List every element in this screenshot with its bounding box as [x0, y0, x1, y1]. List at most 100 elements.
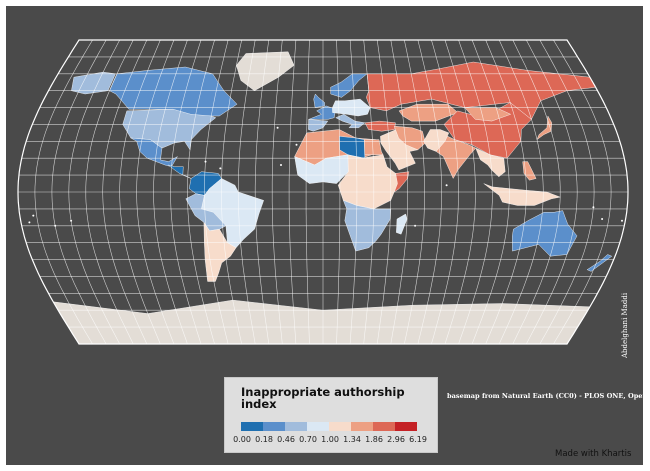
country-iberia-france: [308, 105, 336, 120]
graticule-meridian: [498, 40, 544, 344]
graticule-meridian: [458, 40, 493, 344]
country-mexico: [130, 137, 179, 167]
graticule-meridian: [376, 40, 392, 344]
graticule-meridian: [539, 40, 595, 344]
graticule-meridian: [136, 40, 175, 344]
graticule-meridian: [68, 40, 120, 344]
world-map: [17, 39, 629, 345]
graticule-meridian: [85, 40, 134, 344]
graticule-meridian: [336, 40, 341, 344]
country-indonesia: [483, 183, 561, 206]
legend-tick-label: 2.96: [387, 435, 405, 444]
island-marker: [70, 219, 73, 222]
graticule-meridian: [238, 40, 256, 344]
legend-tick-label: 0.46: [277, 435, 295, 444]
island-marker: [28, 221, 31, 224]
country-canada: [109, 66, 238, 117]
island-marker: [204, 160, 207, 163]
author-credit: Abdelghani Maddi: [621, 292, 629, 358]
country-central-africa: [337, 154, 408, 210]
graticule-meridian: [305, 40, 310, 344]
country-scandinavia: [330, 73, 368, 98]
graticule-meridian: [170, 40, 202, 344]
graticule-meridian: [187, 40, 215, 344]
legend-swatch: [263, 422, 285, 431]
graticule-meridian: [485, 40, 527, 344]
graticule-meridian: [220, 40, 242, 344]
legend-tick-label: 0.70: [299, 435, 317, 444]
graticule-meridian: [271, 40, 283, 344]
graticule-meridian: [349, 40, 358, 344]
map-outline: [17, 39, 629, 345]
legend: Inappropriate authorship index 0.00 0.18 0…: [224, 377, 438, 453]
graticule-meridian: [512, 40, 561, 344]
country-madagascar: [396, 213, 408, 235]
country-usa: [122, 108, 217, 151]
graticule-meridian: [444, 40, 476, 344]
graticule-meridian: [288, 40, 297, 344]
graticule-meridian: [417, 40, 442, 344]
graticule-meridian: [471, 40, 510, 344]
made-with-credit: Made with Khartis: [555, 449, 632, 459]
legend-ticks: 0.00 0.18 0.46 0.70 1.00 1.34 1.86 2.96 6.19: [231, 435, 429, 444]
graticule-meridian: [390, 40, 408, 344]
country-spain: [308, 119, 329, 132]
graticule-meridian: [431, 40, 459, 344]
graticule-meridian: [526, 40, 578, 344]
basemap-credit: basemap from Natural Earth (CC0) - PLOS …: [447, 392, 650, 400]
legend-tick-label: 1.00: [321, 435, 339, 444]
legend-tick-label: 0.00: [233, 435, 251, 444]
graticule-meridian: [153, 40, 188, 344]
island-marker: [54, 224, 57, 227]
island-marker: [601, 218, 604, 220]
legend-tick-label: 1.86: [365, 435, 383, 444]
island-marker: [445, 184, 448, 187]
country-uk: [313, 93, 325, 108]
legend-swatch: [351, 422, 373, 431]
legend-swatches: [241, 422, 417, 431]
island-marker: [621, 219, 623, 222]
legend-swatch: [241, 422, 263, 431]
country-pakistan-afg: [423, 129, 450, 152]
legend-swatch: [373, 422, 395, 431]
legend-title: Inappropriate authorship index: [241, 385, 405, 411]
country-australia: [512, 210, 578, 257]
country-italy-balkans: [335, 114, 366, 128]
island-marker: [280, 164, 282, 166]
country-japan: [536, 115, 553, 141]
legend-swatch: [285, 422, 307, 431]
graticule-meridian: [51, 40, 107, 344]
graticule-meridian: [553, 40, 612, 344]
graticule-meridian: [102, 40, 148, 344]
country-philippines: [522, 161, 537, 181]
island-marker: [219, 167, 222, 170]
legend-swatch: [307, 422, 329, 431]
island-marker: [276, 126, 279, 129]
country-iran: [393, 125, 426, 151]
graticule-meridian: [119, 40, 161, 344]
legend-swatch: [395, 422, 417, 431]
country-se-asia: [475, 147, 506, 178]
legend-swatch: [329, 422, 351, 431]
island-marker: [414, 224, 417, 227]
legend-tick-label: 1.34: [343, 435, 361, 444]
island-marker: [592, 206, 595, 209]
country-horn: [393, 171, 410, 193]
legend-tick-label: 6.19: [409, 435, 427, 444]
country-turkey-caucasus: [364, 120, 396, 132]
country-egypt: [363, 139, 384, 155]
country-kazakhstan: [398, 104, 459, 122]
island-marker: [32, 214, 35, 217]
graticule-meridian: [204, 40, 229, 344]
island-marker: [295, 143, 298, 146]
graticule-meridian: [34, 40, 93, 344]
country-greenland: [236, 51, 295, 91]
legend-tick-label: 0.18: [255, 435, 273, 444]
country-west-africa: [294, 154, 349, 184]
graticule: [18, 40, 628, 344]
graticule-meridian: [404, 40, 426, 344]
graticule-meridian: [254, 40, 270, 344]
graticule-meridian: [363, 40, 375, 344]
country-new-zealand: [586, 254, 613, 272]
